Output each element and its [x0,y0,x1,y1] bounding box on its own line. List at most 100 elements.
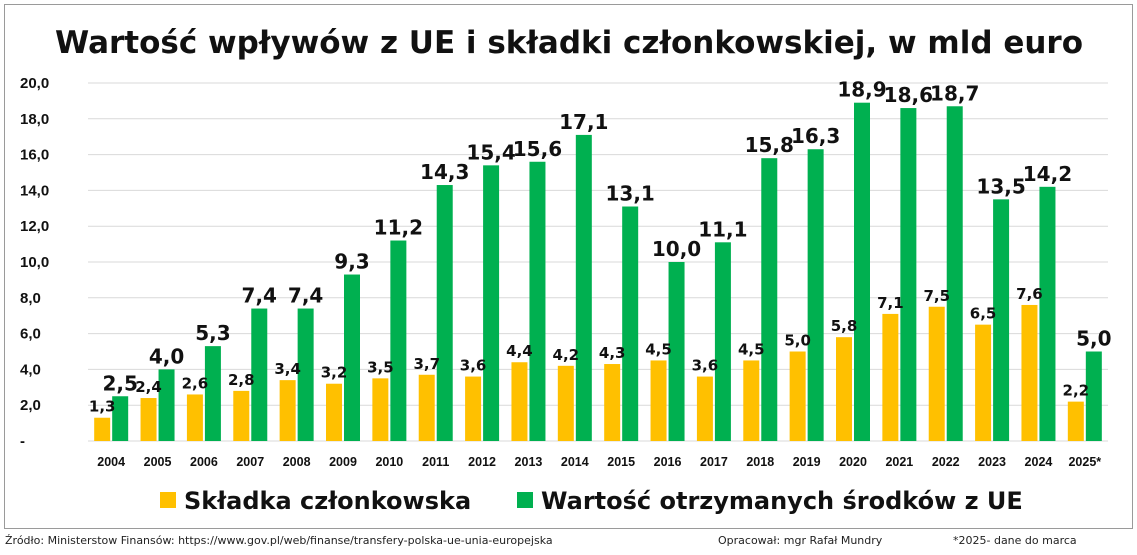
data-label-skladka: 3,6 [460,357,487,375]
x-category-label: 2017 [700,455,728,469]
data-label-skladka: 2,2 [1063,382,1090,400]
data-label-skladka: 1,3 [89,398,116,416]
x-category-label: 2009 [329,455,357,469]
chart: Wartość wpływów z UE i składki członkows… [20,25,1112,515]
data-label-skladka: 3,4 [274,360,301,378]
data-label-skladka: 4,5 [645,340,672,358]
data-label-skladka: 4,4 [506,342,533,360]
bar-skladka [789,351,806,441]
data-label-srodki-ue: 5,0 [1076,327,1111,351]
data-label-skladka: 3,2 [321,364,348,382]
data-label-skladka: 3,5 [367,358,394,376]
x-category-label: 2006 [190,455,218,469]
x-category-label: 2018 [746,455,774,469]
data-label-skladka: 7,5 [923,287,950,305]
x-category-label: 2021 [885,455,913,469]
source-note: Źródło: Ministerstow Finansów: https://w… [5,534,553,547]
data-labels: 1,3 2,52,4 4,0 2,6 5,3 2,8 7,4 3,4 7,4 3,2 9,3 3,5 1… [89,78,1112,416]
y-tick-label: 10,0 [20,254,49,271]
bar-srodki-ue [390,240,407,441]
bar-srodki-ue [807,149,824,442]
bar-srodki-ue [714,242,731,441]
data-label-srodki-ue: 15,8 [745,133,794,157]
data-label-skladka: 4,5 [738,340,765,358]
data-label-srodki-ue: 17,1 [559,110,608,134]
data-label-srodki-ue: 18,9 [837,78,886,102]
data-label-srodki-ue: 9,3 [334,250,369,274]
x-category-label: 2011 [422,455,449,469]
legend: Składka członkowska Wartość otrzymanych … [160,487,1023,515]
y-tick-label: 18,0 [20,111,49,128]
y-tick-label: 4,0 [20,361,41,378]
bar-srodki-ue [436,185,453,441]
bar-skladka [882,313,899,441]
x-axis-categories: 2004 2005 2006 2007 2008 2009 2010 2011 2012 2013… [97,455,1101,469]
bar-skladka [465,376,482,441]
x-category-label: 2014 [561,455,589,469]
bar-srodki-ue [900,108,917,441]
x-category-label: 2013 [515,455,543,469]
data-label-skladka: 3,7 [413,355,440,373]
data-label-srodki-ue: 16,3 [791,124,840,148]
bar-skladka [975,324,992,441]
y-tick-label: - [20,433,25,450]
bar-srodki-ue [158,369,175,441]
date-note: *2025- dane do marca [953,534,1077,547]
x-category-label: 2007 [236,455,264,469]
chart-title: Wartość wpływów z UE i składki członkows… [55,25,1083,61]
bar-srodki-ue [946,106,963,442]
legend-label-srodki-ue: Wartość otrzymanych środków z UE [541,487,1023,515]
y-tick-label: 16,0 [20,147,49,164]
data-label-srodki-ue: 14,3 [420,160,469,184]
bar-srodki-ue [112,396,129,441]
bar-skladka [186,394,203,441]
x-category-label: 2020 [839,455,867,469]
bar-srodki-ue [529,161,546,441]
x-category-label: 2019 [793,455,821,469]
bar-srodki-ue [251,308,268,441]
data-label-srodki-ue: 18,6 [884,83,933,107]
bar-skladka [604,364,621,441]
legend-swatch-skladka [160,492,176,508]
data-label-srodki-ue: 4,0 [149,344,184,368]
legend-label-skladka: Składka członkowska [184,487,471,515]
bar-skladka [140,398,157,441]
x-category-label: 2025* [1068,455,1101,469]
bar-srodki-ue [622,206,639,441]
x-category-label: 2022 [932,455,960,469]
data-label-srodki-ue: 10,0 [652,237,701,261]
data-label-skladka: 2,8 [228,371,255,389]
bar-skladka [557,365,574,441]
data-label-srodki-ue: 11,2 [374,216,423,240]
bar-srodki-ue [575,134,592,441]
y-tick-label: 14,0 [20,182,49,199]
bar-srodki-ue [1039,186,1056,441]
data-label-skladka: 2,6 [182,374,209,392]
bar-srodki-ue [854,102,870,441]
bar-srodki-ue [761,158,778,441]
bar-srodki-ue [483,165,500,441]
bar-skladka [1067,401,1084,441]
data-label-skladka: 7,6 [1016,285,1043,303]
x-category-label: 2016 [654,455,682,469]
bar-skladka [233,390,250,441]
y-tick-label: 20,0 [20,75,49,92]
x-category-label: 2004 [97,455,125,469]
legend-swatch-srodki-ue [517,492,533,508]
bar-skladka [696,376,713,441]
y-tick-label: 8,0 [20,290,41,307]
data-label-skladka: 4,2 [553,346,580,364]
bar-skladka [1021,304,1038,441]
data-label-skladka: 7,1 [877,294,904,312]
bar-srodki-ue [668,262,685,441]
x-category-label: 2010 [375,455,403,469]
bar-skladka [743,360,760,441]
author-note: Opracował: mgr Rafał Mundry [718,534,883,547]
data-label-srodki-ue: 15,6 [513,137,562,161]
bar-skladka [650,360,667,441]
x-category-label: 2015 [607,455,635,469]
data-label-skladka: 5,8 [831,317,858,335]
x-category-label: 2024 [1025,455,1053,469]
bar-skladka [94,417,111,441]
data-label-srodki-ue: 7,4 [288,284,323,308]
